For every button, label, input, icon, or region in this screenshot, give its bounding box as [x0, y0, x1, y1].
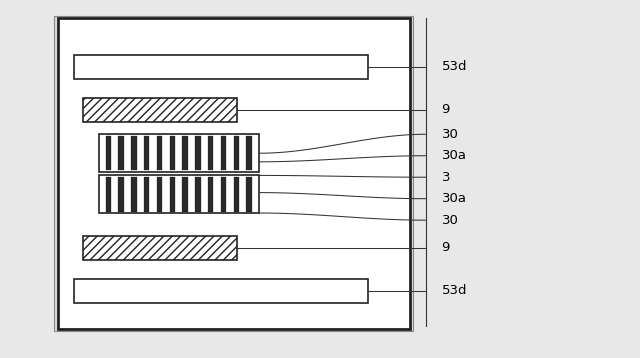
- Bar: [234, 136, 239, 170]
- Bar: [221, 136, 227, 170]
- Bar: [195, 177, 201, 212]
- Bar: [54, 16, 413, 331]
- Bar: [208, 136, 214, 170]
- Bar: [58, 18, 410, 329]
- Bar: [144, 136, 150, 170]
- Bar: [182, 177, 188, 212]
- Bar: [74, 55, 368, 79]
- Text: 30a: 30a: [442, 149, 467, 162]
- Text: 30: 30: [442, 128, 458, 141]
- Bar: [195, 136, 201, 170]
- Text: 9: 9: [442, 241, 450, 254]
- Bar: [83, 236, 237, 260]
- Bar: [83, 98, 237, 122]
- Text: 30a: 30a: [442, 192, 467, 205]
- Bar: [106, 177, 111, 212]
- Text: 3: 3: [442, 171, 450, 184]
- Text: 53d: 53d: [442, 284, 467, 297]
- Bar: [99, 134, 259, 172]
- Bar: [74, 279, 368, 303]
- Bar: [99, 175, 259, 213]
- Bar: [157, 177, 163, 212]
- Text: 9: 9: [442, 103, 450, 116]
- Bar: [208, 177, 214, 212]
- Bar: [144, 177, 150, 212]
- Text: 53d: 53d: [442, 61, 467, 73]
- Bar: [118, 136, 124, 170]
- Bar: [221, 177, 227, 212]
- Bar: [246, 136, 252, 170]
- Bar: [131, 177, 137, 212]
- Text: 30: 30: [442, 214, 458, 227]
- Bar: [118, 177, 124, 212]
- Bar: [170, 136, 175, 170]
- Bar: [131, 136, 137, 170]
- Bar: [170, 177, 175, 212]
- Bar: [246, 177, 252, 212]
- Bar: [234, 177, 239, 212]
- Bar: [106, 136, 111, 170]
- Bar: [157, 136, 163, 170]
- Bar: [182, 136, 188, 170]
